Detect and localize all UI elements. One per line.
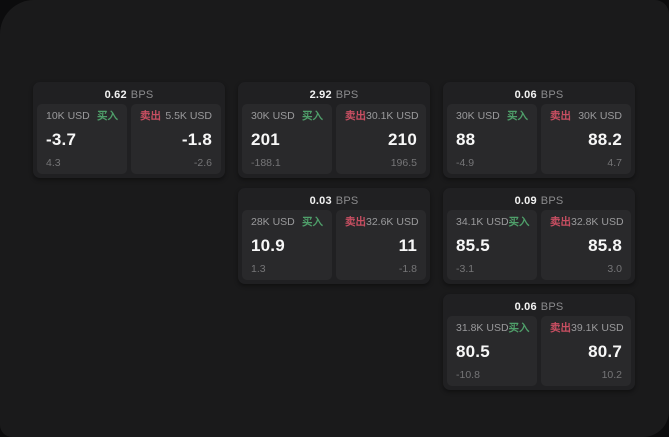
buy-delta: 1.3 bbox=[251, 262, 266, 275]
buy-price: 10.9 bbox=[251, 235, 285, 255]
bps-unit-label: BPS bbox=[130, 88, 154, 101]
buy-price: -3.7 bbox=[46, 129, 77, 149]
bps-unit-label: BPS bbox=[335, 88, 359, 101]
sell-price: 210 bbox=[388, 129, 417, 149]
sell-label: 卖出 bbox=[550, 322, 571, 334]
sell-price: -1.8 bbox=[181, 129, 212, 149]
buy-notional: 31.8K USD bbox=[456, 322, 509, 334]
sell-delta: 3.0 bbox=[607, 262, 622, 275]
buy-label: 买入 bbox=[97, 110, 118, 122]
sell-delta: 10.2 bbox=[601, 368, 622, 381]
bps-value: 0.06 bbox=[514, 300, 537, 313]
buy-label: 买入 bbox=[507, 110, 528, 122]
sell-notional: 30.1K USD bbox=[366, 110, 419, 122]
sell-delta: 4.7 bbox=[607, 156, 622, 169]
buy-price: 80.5 bbox=[456, 341, 490, 361]
card-header: 0.06 BPS bbox=[447, 297, 631, 316]
sell-price: 11 bbox=[398, 235, 417, 255]
card-header: 0.09 BPS bbox=[447, 191, 631, 210]
quote-card-grid: 0.62 BPS 10K USD 买入 -3.7 4.3 卖出 5.5K USD bbox=[33, 82, 635, 390]
sell-notional: 5.5K USD bbox=[165, 110, 212, 122]
bps-value: 0.06 bbox=[514, 88, 537, 101]
buy-label: 买入 bbox=[508, 322, 530, 334]
buy-panel[interactable]: 30K USD 买入 201 -188.1 bbox=[242, 104, 332, 174]
buy-price: 88 bbox=[456, 129, 476, 149]
bps-value: 0.03 bbox=[309, 194, 332, 207]
buy-label: 买入 bbox=[302, 216, 323, 228]
bps-value: 0.62 bbox=[104, 88, 127, 101]
sell-price: 85.8 bbox=[588, 235, 622, 255]
sell-notional: 32.8K USD bbox=[571, 216, 624, 228]
buy-delta: -3.1 bbox=[456, 262, 475, 275]
bps-value: 2.92 bbox=[309, 88, 332, 101]
quote-card-4: 0.03 BPS 28K USD 买入 10.9 1.3 卖出 32.6K US… bbox=[238, 188, 430, 284]
sell-price: 88.2 bbox=[588, 129, 622, 149]
buy-notional: 10K USD bbox=[46, 110, 90, 122]
buy-label: 买入 bbox=[302, 110, 323, 122]
sell-label: 卖出 bbox=[550, 110, 571, 122]
bps-value: 0.09 bbox=[514, 194, 537, 207]
sell-label: 卖出 bbox=[345, 216, 366, 228]
sell-panel[interactable]: 卖出 30.1K USD 210 196.5 bbox=[336, 104, 426, 174]
buy-delta: -4.9 bbox=[456, 156, 475, 169]
quote-card-2: 2.92 BPS 30K USD 买入 201 -188.1 卖出 30.1K … bbox=[238, 82, 430, 178]
sell-label: 卖出 bbox=[550, 216, 571, 228]
sell-notional: 32.6K USD bbox=[366, 216, 419, 228]
sell-panel[interactable]: 卖出 39.1K USD 80.7 10.2 bbox=[541, 316, 631, 386]
buy-delta: 4.3 bbox=[46, 156, 61, 169]
sell-notional: 39.1K USD bbox=[571, 322, 624, 334]
sell-label: 卖出 bbox=[345, 110, 366, 122]
sell-label: 卖出 bbox=[140, 110, 161, 122]
buy-price: 201 bbox=[251, 129, 280, 149]
quote-card-5: 0.09 BPS 34.1K USD 买入 85.5 -3.1 卖出 32.8K… bbox=[443, 188, 635, 284]
buy-panel[interactable]: 10K USD 买入 -3.7 4.3 bbox=[37, 104, 127, 174]
card-header: 2.92 BPS bbox=[242, 85, 426, 104]
card-header: 0.03 BPS bbox=[242, 191, 426, 210]
sell-delta: -1.8 bbox=[398, 262, 417, 275]
buy-delta: -188.1 bbox=[251, 156, 281, 169]
bps-unit-label: BPS bbox=[540, 194, 564, 207]
buy-panel[interactable]: 30K USD 买入 88 -4.9 bbox=[447, 104, 537, 174]
buy-notional: 34.1K USD bbox=[456, 216, 509, 228]
sell-notional: 30K USD bbox=[578, 110, 622, 122]
card-header: 0.62 BPS bbox=[37, 85, 221, 104]
sell-panel[interactable]: 卖出 5.5K USD -1.8 -2.6 bbox=[131, 104, 221, 174]
card-header: 0.06 BPS bbox=[447, 85, 631, 104]
sell-panel[interactable]: 卖出 30K USD 88.2 4.7 bbox=[541, 104, 631, 174]
buy-panel[interactable]: 28K USD 买入 10.9 1.3 bbox=[242, 210, 332, 280]
sell-delta: 196.5 bbox=[390, 156, 417, 169]
bps-unit-label: BPS bbox=[335, 194, 359, 207]
bps-unit-label: BPS bbox=[540, 300, 564, 313]
sell-price: 80.7 bbox=[588, 341, 622, 361]
buy-panel[interactable]: 31.8K USD 买入 80.5 -10.8 bbox=[447, 316, 537, 386]
buy-notional: 28K USD bbox=[251, 216, 295, 228]
quote-card-6: 0.06 BPS 31.8K USD 买入 80.5 -10.8 卖出 39.1… bbox=[443, 294, 635, 390]
buy-notional: 30K USD bbox=[251, 110, 295, 122]
quote-card-1: 0.62 BPS 10K USD 买入 -3.7 4.3 卖出 5.5K USD bbox=[33, 82, 225, 178]
sell-delta: -2.6 bbox=[193, 156, 212, 169]
quote-card-3: 0.06 BPS 30K USD 买入 88 -4.9 卖出 30K USD bbox=[443, 82, 635, 178]
buy-panel[interactable]: 34.1K USD 买入 85.5 -3.1 bbox=[447, 210, 537, 280]
bps-unit-label: BPS bbox=[540, 88, 564, 101]
buy-price: 85.5 bbox=[456, 235, 490, 255]
buy-label: 买入 bbox=[508, 216, 530, 228]
sell-panel[interactable]: 卖出 32.6K USD 11 -1.8 bbox=[336, 210, 426, 280]
sell-panel[interactable]: 卖出 32.8K USD 85.8 3.0 bbox=[541, 210, 631, 280]
buy-notional: 30K USD bbox=[456, 110, 500, 122]
buy-delta: -10.8 bbox=[456, 368, 480, 381]
